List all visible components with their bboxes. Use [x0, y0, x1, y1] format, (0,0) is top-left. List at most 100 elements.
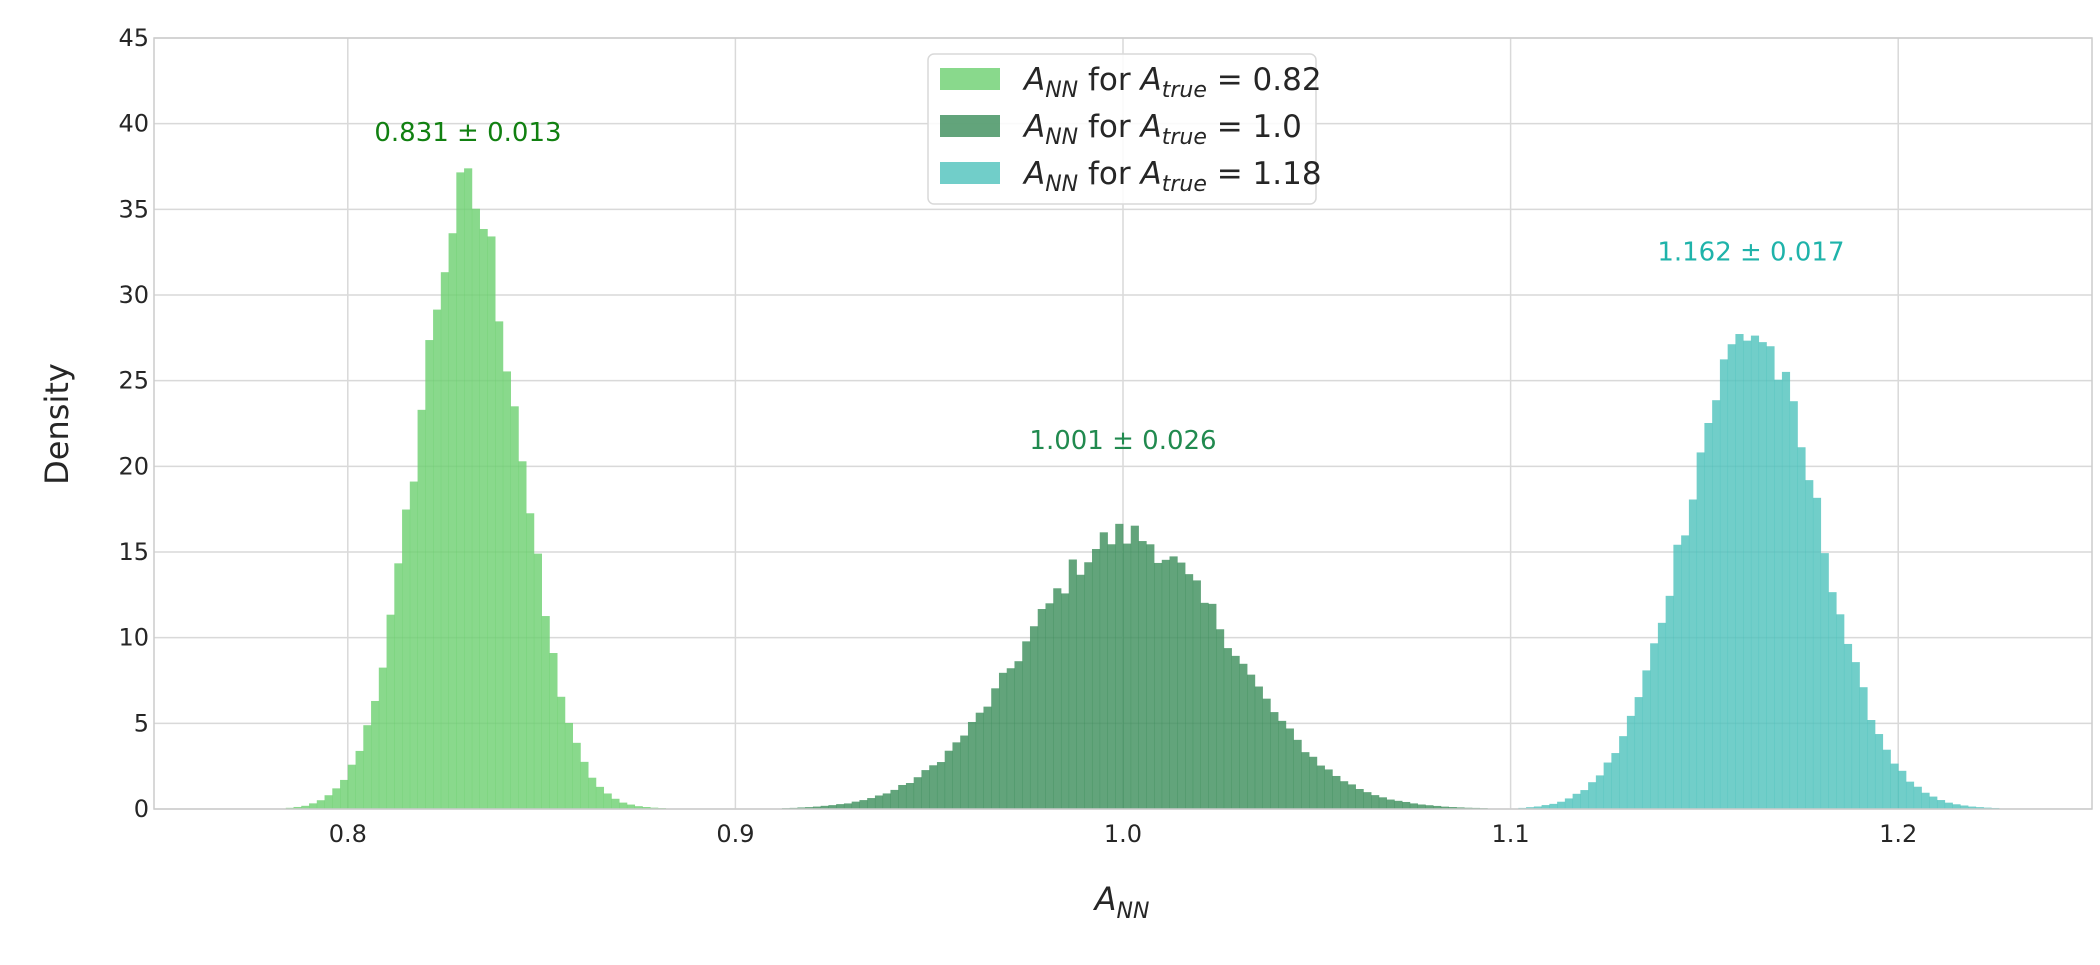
- histogram-bar: [363, 725, 372, 809]
- histogram-bar: [952, 742, 961, 809]
- histogram-bar: [1022, 641, 1031, 809]
- histogram-bar: [913, 777, 922, 809]
- histogram-bar: [1270, 712, 1279, 809]
- histogram-bar: [324, 795, 333, 809]
- histogram-bar: [1177, 562, 1186, 809]
- histogram-bar: [1913, 786, 1922, 809]
- histogram-bar: [1526, 807, 1535, 809]
- series-bars-1: [285, 168, 667, 810]
- histogram-bar: [1084, 562, 1093, 809]
- x-tick-label: 0.8: [329, 820, 367, 848]
- histogram-bar: [309, 803, 318, 809]
- histogram-bar: [1921, 792, 1930, 809]
- histogram-bar: [355, 750, 364, 809]
- histogram-bar: [882, 793, 891, 809]
- y-tick-label: 45: [118, 24, 149, 52]
- y-tick-label: 15: [118, 538, 149, 566]
- y-axis-ticks: 0 5 10 15 20 25 30 35 40 45: [118, 24, 149, 823]
- histogram-bar: [1316, 765, 1325, 809]
- histogram-bar: [340, 779, 349, 809]
- histogram-bar: [1433, 805, 1442, 809]
- histogram-bar: [1665, 595, 1674, 809]
- histogram-bar: [1254, 686, 1263, 809]
- legend-label-2: ANN for Atrue = 1.0: [1022, 109, 1302, 150]
- histogram-bar: [541, 616, 550, 809]
- histogram-bar: [1154, 562, 1163, 809]
- histogram-bar: [828, 805, 837, 809]
- histogram-bar: [1378, 797, 1387, 809]
- histogram-bar: [1115, 523, 1124, 809]
- histogram-bar: [1037, 609, 1046, 809]
- y-tick-label: 10: [118, 624, 149, 652]
- histogram-bar: [859, 800, 868, 809]
- histogram-bar: [874, 795, 884, 809]
- histogram-bar: [1099, 532, 1108, 809]
- annotation-series-2: 1.001 ± 0.026: [1029, 426, 1216, 456]
- histogram-bar: [1060, 593, 1070, 809]
- histogram-bar: [1107, 544, 1116, 809]
- histogram-bar: [626, 804, 636, 809]
- histogram-bar: [1882, 749, 1891, 809]
- histogram-bar: [805, 807, 814, 809]
- histogram-bar: [1123, 543, 1132, 809]
- histogram-bar: [1239, 663, 1248, 809]
- histogram-bar: [1688, 499, 1698, 809]
- histogram-bar: [1797, 447, 1806, 809]
- histogram-bar: [1130, 525, 1139, 809]
- histogram-bar: [1735, 334, 1744, 809]
- histogram-bar: [1836, 614, 1845, 809]
- histogram-bar: [1216, 629, 1225, 809]
- histogram-bar: [1743, 340, 1752, 809]
- histogram-bar: [1208, 603, 1217, 809]
- histogram-bar: [1580, 790, 1589, 809]
- histogram-bar: [1371, 795, 1380, 809]
- histogram-bar: [611, 798, 620, 809]
- histogram-bar: [394, 563, 403, 809]
- histogram-bar: [1440, 806, 1449, 809]
- legend-label-1: ANN for Atrue = 0.82: [1022, 62, 1322, 103]
- histogram-bar: [1363, 792, 1372, 809]
- histogram-bar: [1456, 807, 1465, 809]
- histogram-bar: [1588, 782, 1597, 809]
- histogram-bar: [1557, 801, 1566, 809]
- legend-label-3: ANN for Atrue = 1.18: [1022, 156, 1322, 197]
- histogram-bar: [293, 806, 302, 809]
- histogram-bar: [448, 233, 457, 810]
- histogram-bar: [1169, 556, 1178, 809]
- y-tick-label: 5: [134, 709, 149, 737]
- histogram-bar: [1781, 371, 1791, 809]
- histogram-bar: [1805, 480, 1814, 809]
- histogram-bar: [1394, 800, 1403, 809]
- histogram-bar: [975, 712, 984, 809]
- histogram-bar: [1332, 775, 1341, 809]
- histogram-bar: [386, 614, 395, 809]
- histogram-bar: [1936, 800, 1946, 809]
- histogram-bar: [1843, 643, 1853, 809]
- histogram-bar: [495, 321, 504, 809]
- histogram-bar: [905, 783, 915, 809]
- histogram-bar: [820, 805, 829, 809]
- histogram-bar: [1634, 697, 1643, 809]
- histogram-bar: [642, 807, 651, 809]
- histogram-bar: [867, 798, 876, 809]
- histogram-bar: [1642, 670, 1651, 809]
- histogram-bar: [1045, 603, 1054, 809]
- histogram-bar: [843, 803, 853, 809]
- x-axis-ticks: 0.8 0.9 1.0 1.1 1.2: [329, 820, 1918, 848]
- histogram-bar: [518, 461, 527, 809]
- histogram-bar: [479, 228, 488, 809]
- y-tick-label: 35: [118, 195, 149, 223]
- histogram-bar: [1758, 342, 1767, 809]
- x-tick-label: 1.2: [1879, 820, 1917, 848]
- histogram-bar: [1944, 802, 1953, 809]
- histogram-bar: [417, 409, 426, 809]
- histogram-bar: [1727, 344, 1736, 809]
- histogram-bar: [890, 789, 899, 809]
- histogram-bar: [1192, 580, 1201, 809]
- annotations: 0.831 ± 0.013 1.001 ± 0.026 1.162 ± 0.017: [374, 118, 1844, 456]
- histogram-bar: [929, 765, 938, 809]
- histogram-bar: [347, 764, 356, 809]
- histogram-bar: [921, 770, 930, 809]
- histogram-bar: [371, 700, 380, 809]
